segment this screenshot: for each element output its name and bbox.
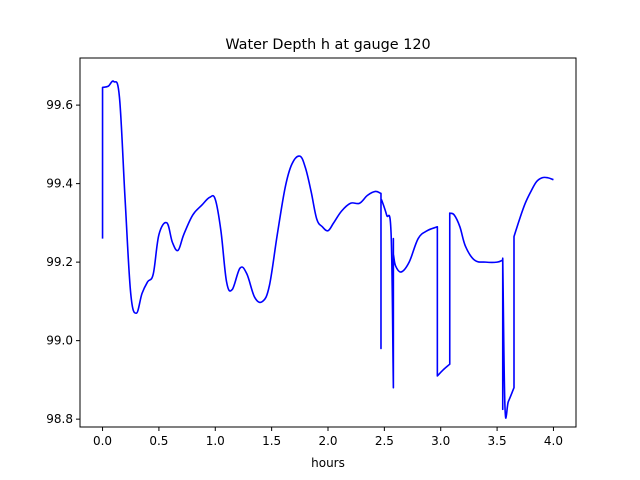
y-tick-label: 99.2 <box>46 255 73 269</box>
x-tick-label: 0.0 <box>93 434 112 448</box>
series-line <box>101 80 554 419</box>
x-tick-label: 2.0 <box>318 434 337 448</box>
chart-title: Water Depth h at gauge 120 <box>225 37 430 53</box>
x-tick-label: 1.5 <box>262 434 281 448</box>
y-tick-label: 99.0 <box>46 334 73 348</box>
axis-ticks: 0.0 0.5 1.0 1.5 2.0 2.5 3.0 3.5 4.0 98.8 99.0 99.2 9… <box>46 98 563 448</box>
x-tick-label: 4.0 <box>544 434 563 448</box>
y-tick-label: 99.4 <box>46 177 73 191</box>
x-tick-label: 3.0 <box>431 434 450 448</box>
y-tick-label: 98.8 <box>46 412 73 426</box>
x-tick-label: 1.0 <box>206 434 225 448</box>
x-tick-label: 3.5 <box>488 434 507 448</box>
x-tick-label: 2.5 <box>375 434 394 448</box>
x-tick-label: 0.5 <box>149 434 168 448</box>
plot-area <box>101 80 554 419</box>
plot-frame <box>79 57 577 428</box>
x-axis-label: hours <box>311 456 345 470</box>
y-tick-label: 99.6 <box>46 98 73 112</box>
